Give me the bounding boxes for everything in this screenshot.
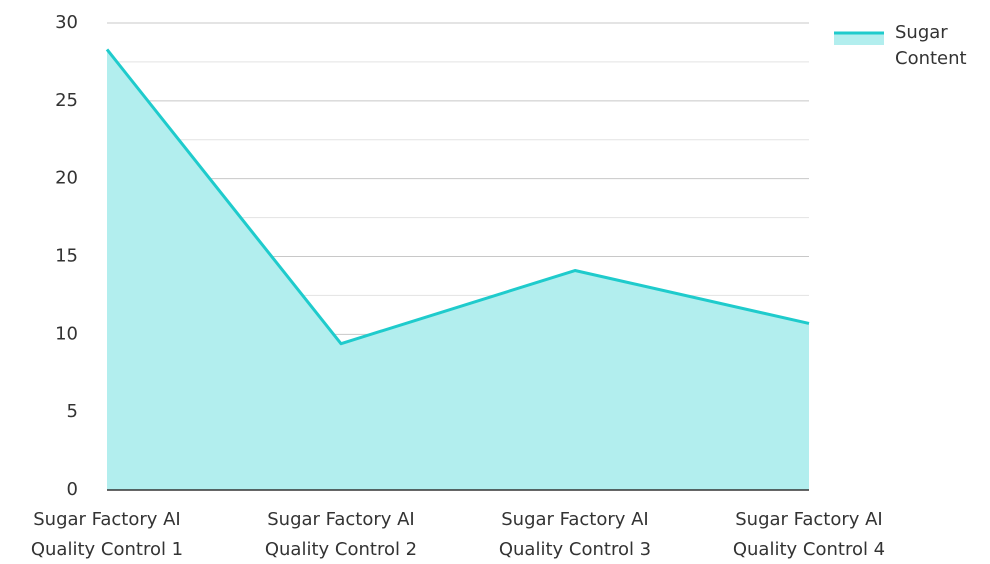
y-tick-label: 25 (55, 90, 78, 111)
x-tick-label: Sugar Factory AI Quality Control 4 (732, 509, 886, 560)
x-tick-label: Sugar Factory AI Quality Control 2 (264, 509, 418, 560)
legend-swatch (834, 33, 884, 45)
line (105, 48, 810, 346)
y-tick-label: 5 (67, 401, 78, 422)
y-tick-label: 30 (55, 12, 78, 33)
x-tick-label: Sugar Factory AI Quality Control 1 (30, 509, 184, 560)
x-tick-label: Sugar Factory AI Quality Control 3 (498, 509, 652, 560)
y-tick-label: 0 (67, 479, 78, 500)
y-tick-label: 10 (55, 323, 78, 344)
y-tick-label: 15 (55, 246, 78, 267)
area (107, 49, 809, 491)
y-tick-label: 20 (55, 168, 78, 189)
legend-label: Sugar Content (895, 22, 967, 69)
